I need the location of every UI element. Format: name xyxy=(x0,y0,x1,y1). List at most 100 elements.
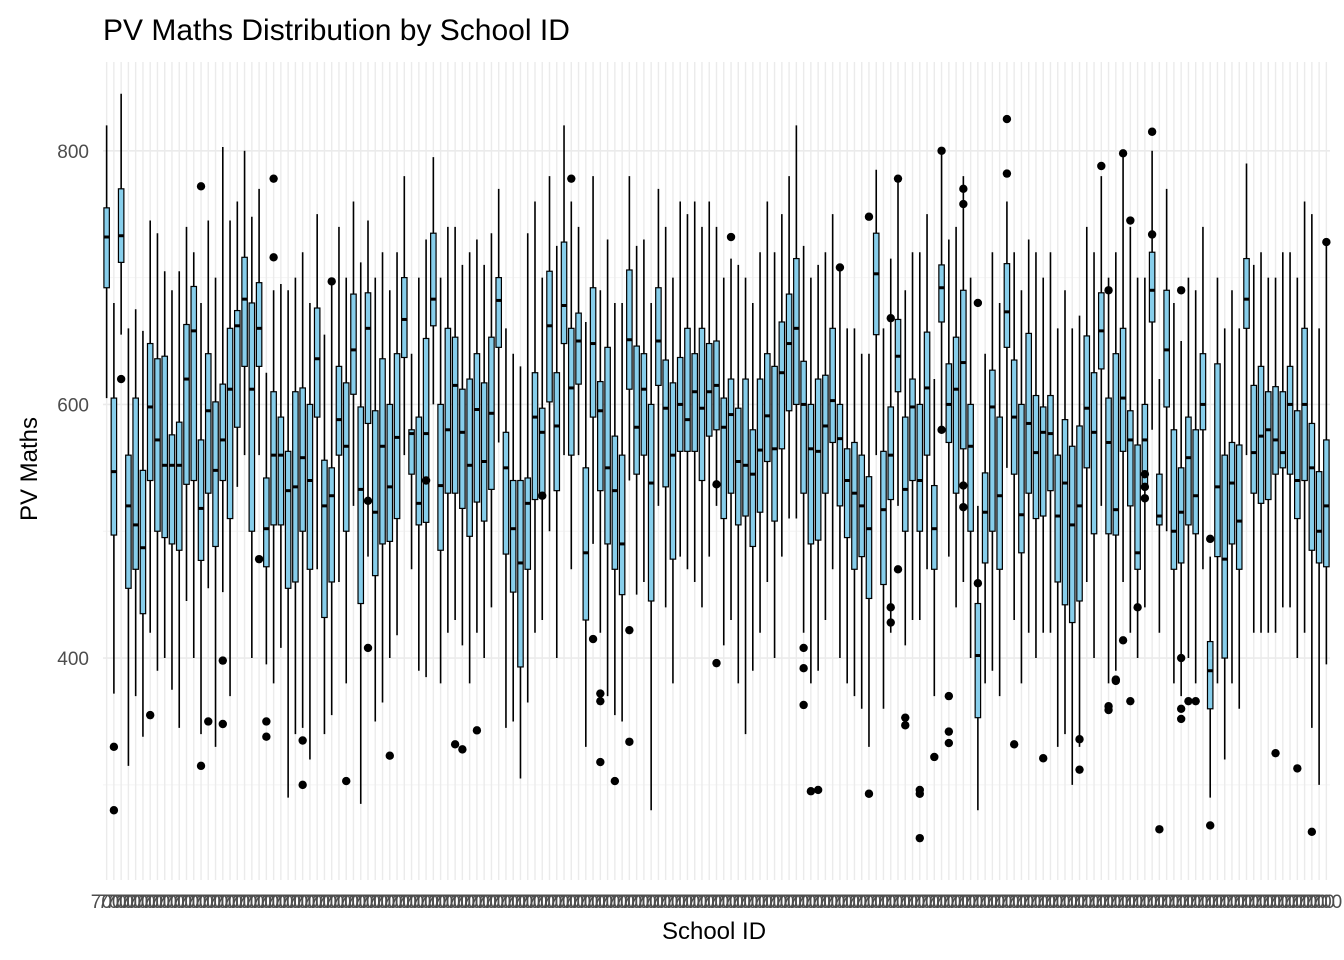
x-tick-label: 700 xyxy=(468,892,500,913)
x-tick-label: 700 xyxy=(1223,892,1255,913)
box-plot xyxy=(1118,149,1128,645)
x-tick-label: 700 xyxy=(1311,892,1343,913)
box-plot xyxy=(125,328,132,766)
box-iqr xyxy=(1112,353,1120,536)
x-tick-label: 700 xyxy=(795,892,827,913)
x-tick-label: 700 xyxy=(904,892,936,913)
box-plot xyxy=(734,264,742,684)
x-tick-label: 700 xyxy=(381,892,413,913)
y-tick-label: 800 xyxy=(57,142,89,163)
box-iqr xyxy=(567,327,575,456)
box-plot xyxy=(371,277,379,722)
box-iqr xyxy=(1192,429,1200,535)
box-iqr xyxy=(103,207,110,289)
box-plot xyxy=(858,353,866,709)
box-iqr xyxy=(771,365,778,522)
box-iqr xyxy=(1243,257,1250,329)
box-iqr xyxy=(655,287,662,386)
box-iqr xyxy=(909,378,916,482)
x-tick-label: 700 xyxy=(497,892,529,913)
outlier-point xyxy=(944,738,954,748)
box-plot xyxy=(226,220,234,697)
box-plot xyxy=(262,372,271,741)
box-plot xyxy=(495,188,503,443)
box-iqr xyxy=(204,353,212,494)
box-plot xyxy=(408,353,415,570)
box-iqr xyxy=(800,360,807,494)
outlier-point xyxy=(901,713,910,722)
box-iqr xyxy=(168,434,176,545)
outlier-point xyxy=(1126,696,1135,706)
x-tick-label: 700 xyxy=(708,892,740,913)
box-plot xyxy=(1068,328,1076,785)
x-tick-label: 700 xyxy=(1260,892,1292,913)
x-tick-label: 700 xyxy=(693,892,725,913)
outlier-point xyxy=(298,736,307,745)
box-plot xyxy=(1039,277,1048,763)
outlier-point xyxy=(596,696,605,706)
outlier-point xyxy=(915,833,924,843)
box-plot xyxy=(1126,216,1135,706)
box-plot xyxy=(893,174,903,574)
box-iqr xyxy=(1286,365,1294,475)
box-plot xyxy=(901,290,910,730)
x-tick-label: 700 xyxy=(744,892,776,913)
x-tick-label: 700 xyxy=(1202,892,1234,913)
x-tick-label: 700 xyxy=(781,892,813,913)
box-plot xyxy=(793,125,800,519)
box-plot xyxy=(806,277,816,796)
x-tick-label: 700 xyxy=(1238,892,1270,913)
box-plot xyxy=(196,182,206,771)
box-plot xyxy=(610,302,620,786)
box-plot xyxy=(756,252,764,633)
box-iqr xyxy=(640,353,648,456)
x-tick-label: 700 xyxy=(91,892,123,913)
x-tick-label: 700 xyxy=(1209,892,1241,913)
box-plot xyxy=(698,226,706,608)
box-iqr xyxy=(1177,467,1185,564)
x-tick-label: 700 xyxy=(439,892,471,913)
outlier-point xyxy=(1039,754,1048,763)
box-plot xyxy=(509,353,517,722)
box-plot xyxy=(233,201,241,487)
box-iqr xyxy=(451,336,459,494)
box-iqr xyxy=(364,292,372,425)
box-plot xyxy=(864,212,874,798)
x-tick-label: 700 xyxy=(1078,892,1110,913)
box-iqr xyxy=(843,448,851,539)
outlier-point xyxy=(625,625,634,635)
x-tick-label: 700 xyxy=(251,892,283,913)
box-plot xyxy=(915,252,924,843)
x-tick-label: 700 xyxy=(846,892,878,913)
outlier-point xyxy=(363,643,373,653)
box-iqr xyxy=(698,327,706,482)
outlier-point xyxy=(538,491,547,500)
box-iqr xyxy=(742,378,749,517)
box-plot xyxy=(1047,252,1054,633)
box-iqr xyxy=(1105,397,1112,535)
outlier-point xyxy=(588,634,598,644)
outlier-point xyxy=(262,732,271,741)
y-tick-label: 600 xyxy=(57,395,89,416)
box-plot xyxy=(851,328,858,697)
box-iqr xyxy=(1235,444,1243,570)
outlier-point xyxy=(1075,735,1084,744)
x-tick-label: 700 xyxy=(1136,892,1168,913)
box-iqr xyxy=(183,323,190,485)
outlier-point xyxy=(567,174,576,183)
box-plot xyxy=(1054,328,1062,747)
box-iqr xyxy=(872,232,880,336)
x-tick-label: 700 xyxy=(802,892,834,913)
box-plot xyxy=(488,233,495,608)
box-iqr xyxy=(807,403,815,545)
box-iqr xyxy=(241,256,248,367)
x-tick-label: 700 xyxy=(1194,892,1226,913)
box-plot xyxy=(909,252,916,621)
box-iqr xyxy=(538,407,546,497)
outlier-point xyxy=(1075,765,1084,774)
box-plot xyxy=(450,226,460,749)
box-plot xyxy=(1286,252,1294,608)
box-iqr xyxy=(727,378,735,494)
box-plot xyxy=(145,220,155,720)
box-plot xyxy=(1075,315,1084,774)
